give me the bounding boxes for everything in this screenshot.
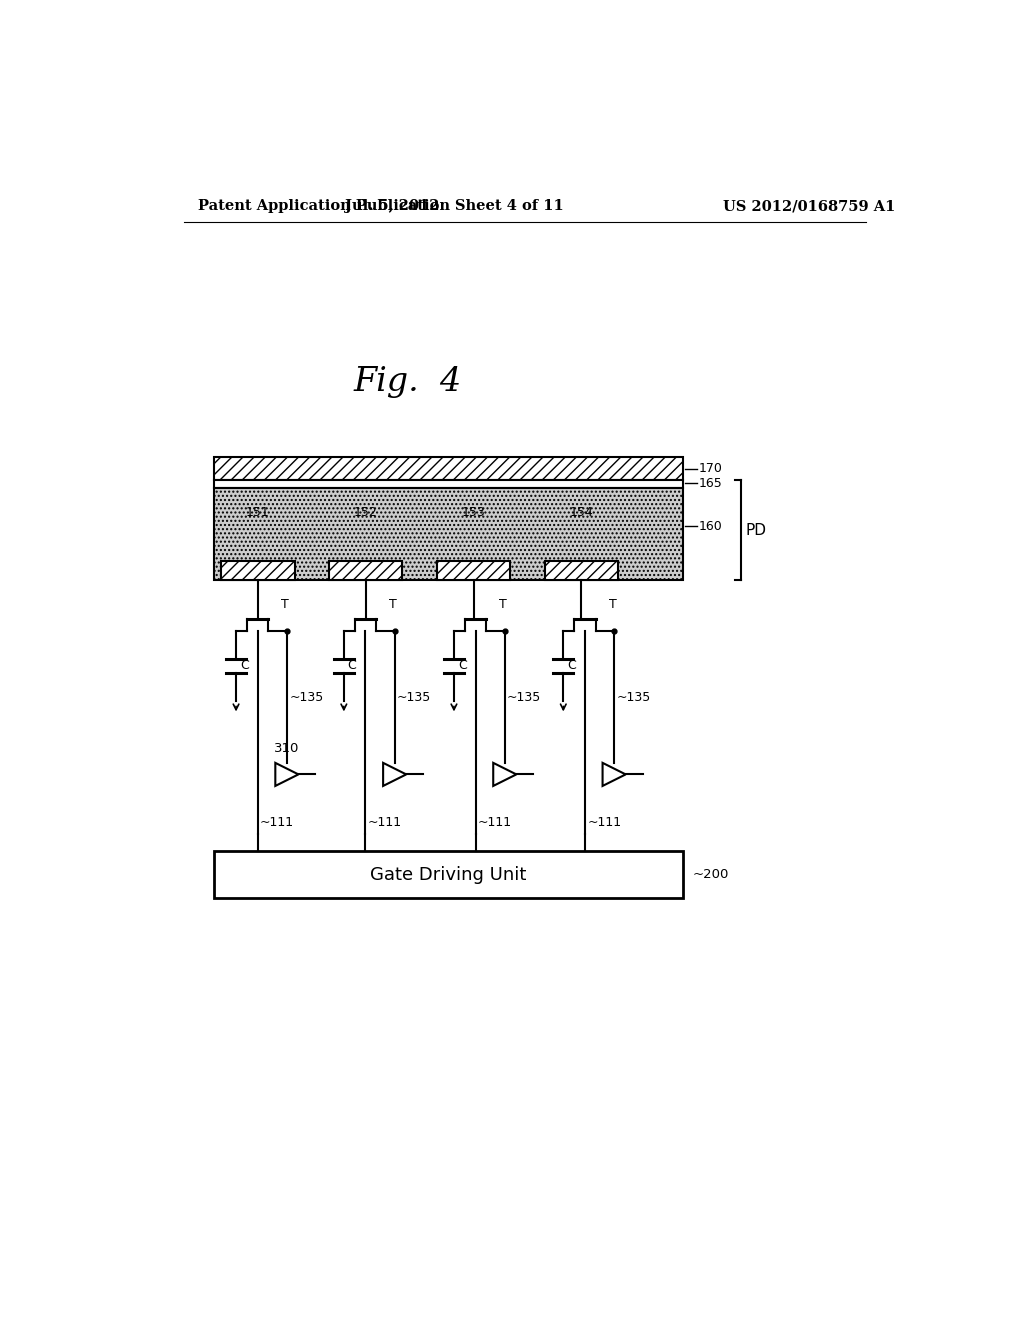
Polygon shape [214,480,683,488]
Text: PD: PD [745,523,766,537]
Polygon shape [214,851,683,898]
Text: ~135: ~135 [289,690,324,704]
Text: C: C [348,659,356,672]
Text: 160: 160 [698,520,723,533]
Text: ~111: ~111 [587,816,622,829]
Text: 153: 153 [462,506,485,519]
Text: ~111: ~111 [368,816,401,829]
Text: C: C [458,659,467,672]
Text: Patent Application Publication: Patent Application Publication [199,199,451,213]
Text: 152: 152 [354,506,378,519]
Text: T: T [389,598,397,611]
Polygon shape [330,561,402,581]
Text: ~111: ~111 [260,816,294,829]
Text: 170: 170 [698,462,723,475]
Text: ~135: ~135 [507,690,542,704]
Polygon shape [221,561,295,581]
Polygon shape [214,488,683,581]
Text: Gate Driving Unit: Gate Driving Unit [371,866,526,883]
Text: T: T [500,598,507,611]
Text: T: T [282,598,289,611]
Text: 165: 165 [698,477,723,490]
Text: ~200: ~200 [692,869,729,880]
Text: C: C [240,659,249,672]
Text: ~135: ~135 [397,690,431,704]
Text: 151: 151 [246,506,270,519]
Text: Jul. 5, 2012   Sheet 4 of 11: Jul. 5, 2012 Sheet 4 of 11 [345,199,563,213]
Text: T: T [608,598,616,611]
Polygon shape [545,561,617,581]
Text: US 2012/0168759 A1: US 2012/0168759 A1 [724,199,896,213]
Text: ~135: ~135 [616,690,650,704]
Text: Fig.  4: Fig. 4 [353,366,462,397]
Text: C: C [567,659,575,672]
Text: ~111: ~111 [478,816,512,829]
Text: 154: 154 [569,506,593,519]
Text: 310: 310 [273,742,299,755]
Polygon shape [214,457,683,480]
Polygon shape [437,561,510,581]
